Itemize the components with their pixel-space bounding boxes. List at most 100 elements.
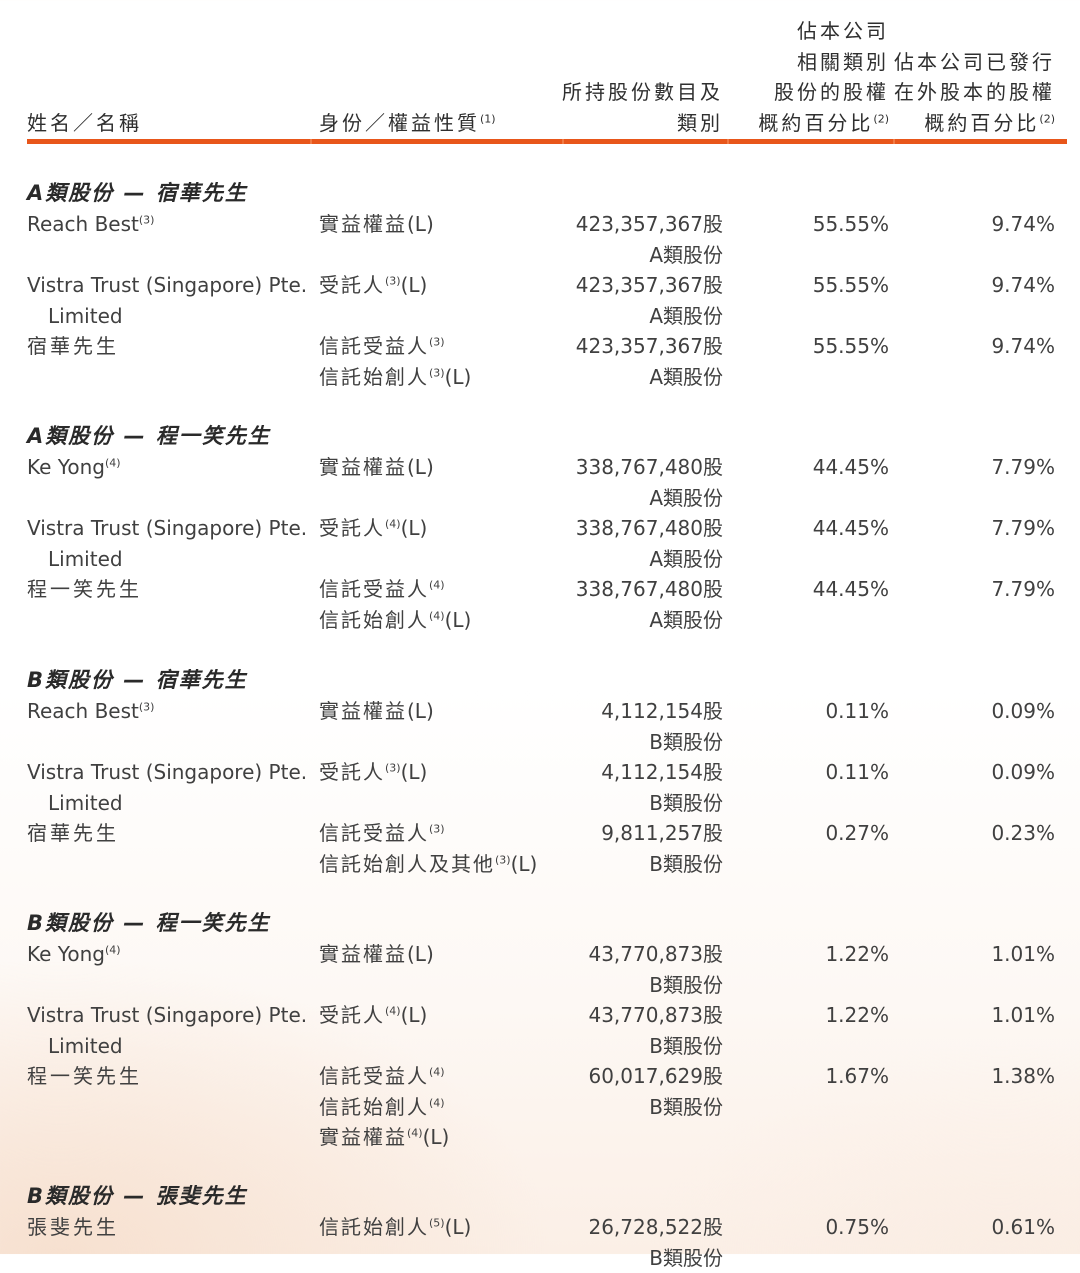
pct-total-cell: 7.79% (991, 513, 1055, 544)
name-cell: 程一笑先生 (27, 1061, 297, 1092)
section-title: B類股份 — 程一笑先生 (27, 908, 271, 938)
capacity-line: 受託人(4)(L) (319, 1000, 427, 1031)
name-cell: 宿華先生 (27, 818, 297, 849)
capacity-line: 信託始創人(3)(L) (319, 362, 471, 393)
position-type: (L) (423, 1125, 450, 1149)
pct-total-cell: 7.79% (991, 452, 1055, 483)
footnote-ref: (3) (429, 335, 445, 348)
pct-class-cell: 44.45% (813, 574, 889, 605)
rule-divider (727, 139, 729, 144)
rule-divider (893, 139, 895, 144)
position-type: (L) (445, 608, 472, 632)
name-cell: Vistra Trust (Singapore) Pte.Limited (27, 1000, 297, 1061)
pct-class-cell: 0.11% (825, 696, 889, 727)
capacity-line: 信託受益人(3) (319, 818, 537, 849)
name-cell: 宿華先生 (27, 331, 297, 362)
share-class: B類股份 (588, 1243, 723, 1273)
section-title: B類股份 — 宿華先生 (27, 665, 248, 695)
capacity-cell: 受託人(4)(L) (319, 513, 427, 544)
pct-total-cell: 0.61% (991, 1212, 1055, 1243)
pct-class-cell: 0.27% (825, 818, 889, 849)
share-count: 26,728,522股 (588, 1212, 723, 1243)
share-class: B類股份 (601, 727, 723, 758)
capacity-cell: 實益權益(L) (319, 939, 434, 970)
footnote-ref: (2) (873, 112, 889, 125)
position-type: (L) (445, 365, 472, 389)
holder-name-continuation: Limited (27, 301, 297, 332)
holder-name-continuation: Limited (27, 788, 297, 819)
holder-name: Vistra Trust (Singapore) Pte. (27, 273, 307, 297)
table-header: 姓名／名稱 身份／權益性質(1) 所持股份數目及 類別 佔本公司 相關類別 股份… (27, 0, 1067, 144)
capacity-line: 信託始創人(5)(L) (319, 1212, 471, 1243)
footnote-ref: (4) (385, 517, 401, 530)
capacity-line: 信託始創人(4)(L) (319, 605, 471, 636)
capacity-line: 實益權益(L) (319, 696, 434, 727)
header-rule (27, 139, 1067, 144)
share-class: A類股份 (576, 483, 723, 514)
share-count: 423,357,367股 (576, 209, 723, 240)
position-type: (L) (401, 1003, 428, 1027)
holder-name: 張斐先生 (27, 1215, 119, 1239)
share-class: B類股份 (588, 1092, 723, 1123)
capacity-line: 信託受益人(4) (319, 574, 471, 605)
capacity-cell: 受託人(3)(L) (319, 270, 427, 301)
name-cell: Vistra Trust (Singapore) Pte.Limited (27, 757, 297, 818)
name-cell: 程一笑先生 (27, 574, 297, 605)
pct-total-cell: 9.74% (991, 270, 1055, 301)
capacity-line: 信託受益人(4) (319, 1061, 449, 1092)
capacity-line: 受託人(3)(L) (319, 757, 427, 788)
pct-total-cell: 0.23% (991, 818, 1055, 849)
capacity-cell: 信託受益人(4)信託始創人(4)(L) (319, 574, 471, 635)
capacity-line: 信託始創人及其他(3)(L) (319, 849, 537, 880)
capacity-line: 信託始創人(4) (319, 1092, 449, 1123)
position-type: (L) (511, 852, 538, 876)
footnote-ref: (4) (429, 1065, 445, 1078)
footnote-ref: (3) (429, 822, 445, 835)
share-count: 423,357,367股 (576, 331, 723, 362)
name-cell: Vistra Trust (Singapore) Pte.Limited (27, 270, 297, 331)
pct-class-cell: 0.11% (825, 757, 889, 788)
holder-name: 宿華先生 (27, 821, 119, 845)
holder-name: 程一笑先生 (27, 1064, 142, 1088)
section-title: A類股份 — 程一笑先生 (27, 421, 271, 451)
name-cell: Vistra Trust (Singapore) Pte.Limited (27, 513, 297, 574)
pct-class-cell: 55.55% (813, 209, 889, 240)
position-type: (L) (401, 760, 428, 784)
capacity-cell: 信託受益人(3)信託始創人及其他(3)(L) (319, 818, 537, 879)
capacity-line: 受託人(3)(L) (319, 270, 427, 301)
footnote-ref: (4) (105, 943, 121, 956)
footnote-ref: (4) (429, 1096, 445, 1109)
footnote-ref: (5) (429, 1216, 445, 1229)
capacity-cell: 受託人(4)(L) (319, 1000, 427, 1031)
share-count: 43,770,873股 (588, 1000, 723, 1031)
holder-name: 宿華先生 (27, 334, 119, 358)
holder-name: Reach Best (27, 212, 139, 236)
holder-name: Vistra Trust (Singapore) Pte. (27, 1003, 307, 1027)
section-title: B類股份 — 張斐先生 (27, 1181, 248, 1211)
holder-name: Vistra Trust (Singapore) Pte. (27, 760, 307, 784)
name-cell: Ke Yong(4) (27, 452, 297, 483)
pct-class-cell: 0.75% (825, 1212, 889, 1243)
holder-name-continuation: Limited (27, 1031, 297, 1062)
section-title: A類股份 — 宿華先生 (27, 178, 248, 208)
share-count: 4,112,154股 (601, 696, 723, 727)
capacity-line: 實益權益(L) (319, 209, 434, 240)
capacity-line: 信託受益人(3) (319, 331, 471, 362)
pct-class-cell: 55.55% (813, 331, 889, 362)
capacity-cell: 實益權益(L) (319, 696, 434, 727)
pct-total-cell: 1.01% (991, 939, 1055, 970)
pct-total-cell: 1.01% (991, 1000, 1055, 1031)
holder-name: Reach Best (27, 699, 139, 723)
share-class: A類股份 (576, 240, 723, 271)
share-class: B類股份 (588, 970, 723, 1001)
footnote-ref: (3) (495, 853, 511, 866)
footnote-ref: (3) (385, 761, 401, 774)
pct-class-cell: 44.45% (813, 452, 889, 483)
capacity-cell: 信託始創人(5)(L) (319, 1212, 471, 1243)
